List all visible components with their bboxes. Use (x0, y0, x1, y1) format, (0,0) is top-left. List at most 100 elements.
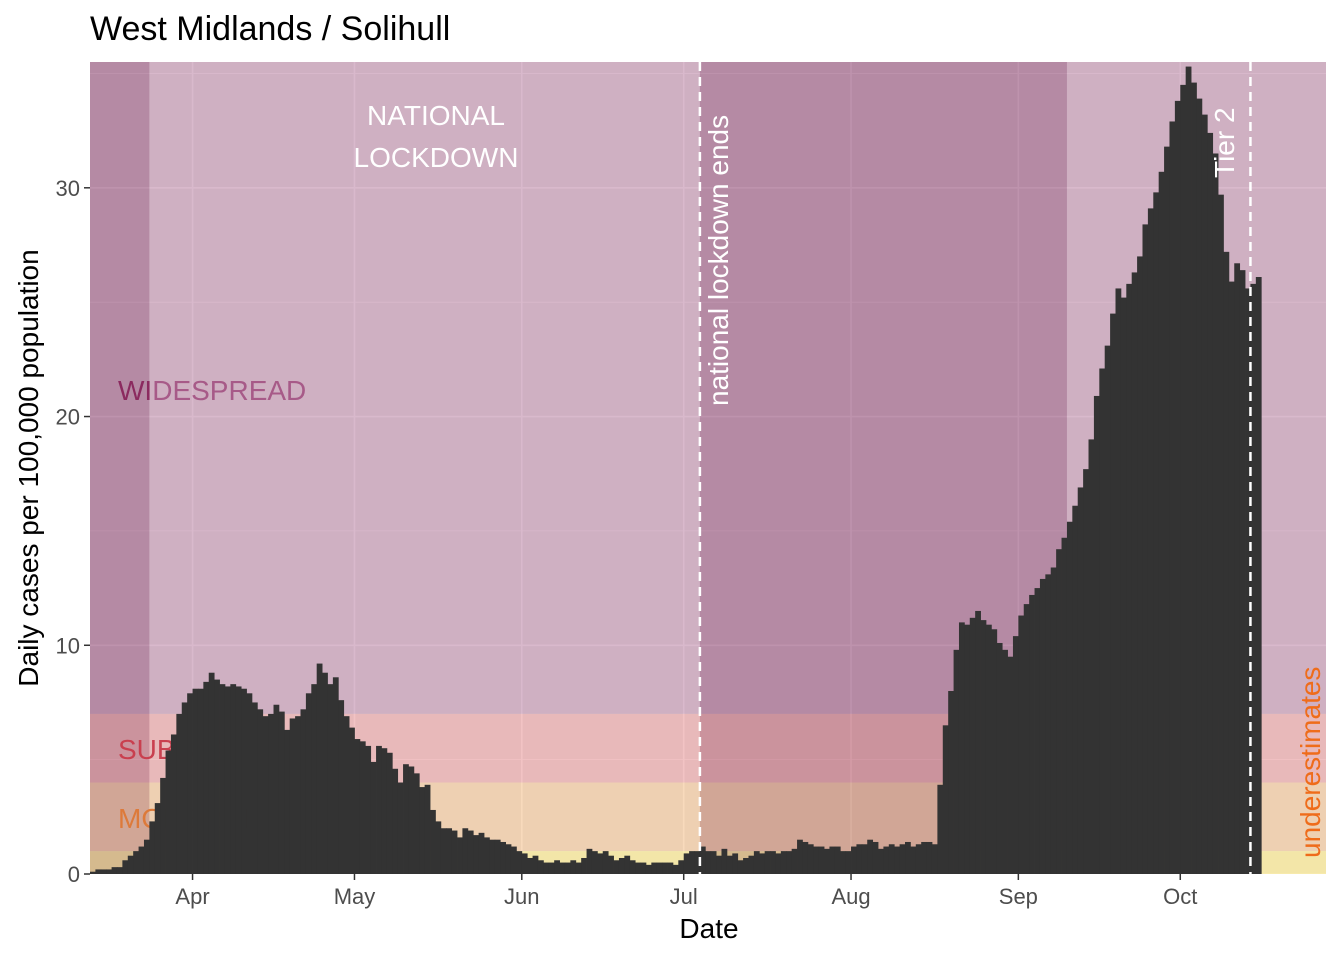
bar (878, 848, 884, 874)
bar (1050, 567, 1057, 874)
bar (1077, 487, 1084, 874)
bar (165, 750, 172, 874)
bar (268, 713, 274, 874)
bar (651, 862, 658, 874)
bar (726, 855, 733, 874)
bar (1169, 121, 1176, 875)
bar (1045, 574, 1052, 874)
bar (1126, 283, 1133, 874)
x-tick-label: Sep (999, 884, 1038, 909)
bar (683, 853, 690, 874)
bar (948, 691, 954, 874)
bar (289, 718, 296, 874)
bar (802, 841, 809, 874)
bar (618, 857, 625, 874)
bar (716, 855, 722, 874)
bar (1110, 313, 1116, 875)
bar (807, 844, 814, 874)
bar (624, 855, 631, 874)
bar (1191, 82, 1197, 874)
bar (295, 716, 301, 874)
bar (656, 862, 663, 874)
bar (921, 841, 927, 874)
x-axis-title: Date (679, 913, 738, 944)
bar (629, 860, 636, 874)
bar (187, 693, 193, 874)
bar (1137, 256, 1143, 874)
bar (305, 693, 312, 874)
bar (251, 702, 258, 874)
bar (1061, 537, 1068, 874)
bar (192, 688, 199, 874)
bar (1099, 368, 1106, 874)
y-tick-label: 30 (56, 176, 80, 201)
bar (219, 684, 226, 874)
bar (813, 846, 820, 874)
bar (484, 837, 490, 874)
bar (235, 686, 242, 874)
bar (980, 620, 987, 874)
bar (489, 839, 496, 874)
bar (1034, 588, 1041, 874)
bar (1174, 100, 1181, 874)
bar (478, 832, 485, 874)
bar (570, 860, 577, 874)
bar (678, 860, 685, 874)
bar (160, 777, 166, 874)
bar (1255, 277, 1262, 875)
bar (327, 684, 334, 874)
bar (457, 837, 463, 874)
bar (586, 848, 593, 874)
bar (834, 846, 841, 874)
bar (797, 839, 803, 874)
bar (95, 869, 102, 874)
bar (1207, 132, 1214, 874)
x-tick-label: Jun (504, 884, 539, 909)
widespread-label: WIDESPREAD (118, 375, 306, 406)
tier2-label: Tier 2 (1209, 107, 1240, 178)
bar (1093, 395, 1100, 874)
bar (537, 860, 544, 874)
bar (640, 862, 647, 874)
bar (883, 846, 890, 874)
bar (764, 851, 771, 874)
bar (494, 839, 501, 874)
bar (597, 853, 604, 874)
bar (262, 716, 269, 874)
bar (473, 835, 480, 874)
bar (899, 844, 906, 874)
bar (931, 844, 938, 874)
bar (1185, 66, 1192, 874)
bar (710, 851, 717, 874)
bar (1083, 469, 1089, 874)
bar (1023, 604, 1030, 874)
bar (581, 857, 587, 874)
bar (516, 851, 523, 874)
bar (376, 745, 382, 874)
x-tick-label: Aug (831, 884, 870, 909)
bar (861, 844, 868, 874)
bar (170, 734, 177, 874)
y-tick-label: 20 (56, 405, 80, 430)
bar (149, 821, 156, 874)
bar (856, 844, 863, 874)
bar (349, 727, 355, 874)
bar (985, 624, 992, 874)
bar (845, 851, 852, 874)
bar (462, 828, 469, 874)
bar (510, 846, 517, 874)
bar (1131, 272, 1138, 874)
bar (424, 784, 431, 874)
bar (1039, 578, 1046, 874)
bar (1153, 192, 1160, 875)
bar (672, 864, 679, 874)
bar (430, 809, 436, 874)
bar (143, 839, 150, 874)
bar (332, 677, 339, 874)
bar (743, 857, 749, 874)
bar (1104, 345, 1111, 874)
bar (505, 844, 512, 874)
bar (203, 681, 210, 874)
bar (122, 860, 129, 874)
